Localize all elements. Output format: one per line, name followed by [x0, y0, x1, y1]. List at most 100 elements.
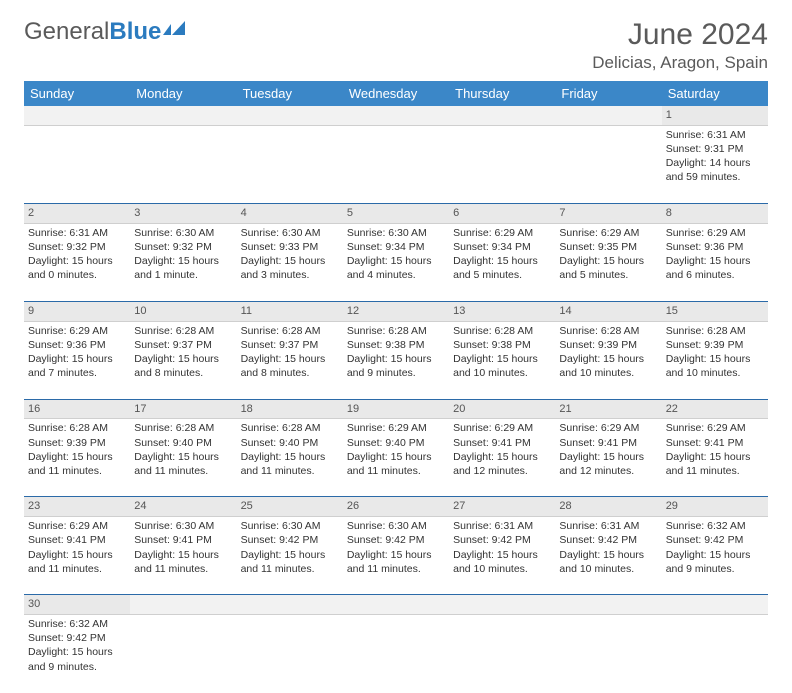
calendar-cell: Sunrise: 6:32 AMSunset: 9:42 PMDaylight:… [662, 517, 768, 595]
sunrise-text: Sunrise: 6:30 AM [134, 519, 232, 533]
calendar-cell: Sunrise: 6:28 AMSunset: 9:37 PMDaylight:… [130, 321, 236, 399]
daylight-text: and 9 minutes. [666, 562, 764, 576]
daylight-text: Daylight: 15 hours [28, 254, 126, 268]
sunrise-text: Sunrise: 6:28 AM [241, 421, 339, 435]
day-number: 27 [449, 497, 555, 517]
flag-icon [163, 18, 187, 46]
sunset-text: Sunset: 9:39 PM [666, 338, 764, 352]
calendar-cell [24, 125, 130, 203]
day-number: 16 [24, 399, 130, 419]
daylight-text: Daylight: 15 hours [241, 352, 339, 366]
day-number-row: 23242526272829 [24, 497, 768, 517]
sunset-text: Sunset: 9:42 PM [666, 533, 764, 547]
sunset-text: Sunset: 9:39 PM [559, 338, 657, 352]
day-number: 14 [555, 301, 661, 321]
sunrise-text: Sunrise: 6:30 AM [241, 226, 339, 240]
sunset-text: Sunset: 9:41 PM [559, 436, 657, 450]
day-number: 26 [343, 497, 449, 517]
daylight-text: and 10 minutes. [453, 366, 551, 380]
sunrise-text: Sunrise: 6:29 AM [453, 421, 551, 435]
daylight-text: Daylight: 15 hours [559, 450, 657, 464]
sunset-text: Sunset: 9:42 PM [241, 533, 339, 547]
day-number: 10 [130, 301, 236, 321]
day-number: 11 [237, 301, 343, 321]
daylight-text: Daylight: 15 hours [134, 254, 232, 268]
daylight-text: Daylight: 15 hours [453, 450, 551, 464]
day-number: 6 [449, 203, 555, 223]
day-number-row: 2345678 [24, 203, 768, 223]
sunrise-text: Sunrise: 6:31 AM [559, 519, 657, 533]
calendar-cell: Sunrise: 6:28 AMSunset: 9:39 PMDaylight:… [24, 419, 130, 497]
day-number: 29 [662, 497, 768, 517]
day-number: 15 [662, 301, 768, 321]
calendar-cell: Sunrise: 6:28 AMSunset: 9:38 PMDaylight:… [449, 321, 555, 399]
calendar-cell: Sunrise: 6:31 AMSunset: 9:42 PMDaylight:… [449, 517, 555, 595]
calendar-cell: Sunrise: 6:30 AMSunset: 9:42 PMDaylight:… [237, 517, 343, 595]
weekday-header: Wednesday [343, 81, 449, 106]
daylight-text: and 1 minute. [134, 268, 232, 282]
sunset-text: Sunset: 9:41 PM [28, 533, 126, 547]
daylight-text: and 9 minutes. [347, 366, 445, 380]
daylight-text: Daylight: 15 hours [347, 254, 445, 268]
daylight-text: and 11 minutes. [134, 464, 232, 478]
daylight-text: and 11 minutes. [666, 464, 764, 478]
weekday-header-row: SundayMondayTuesdayWednesdayThursdayFrid… [24, 81, 768, 106]
calendar-cell: Sunrise: 6:29 AMSunset: 9:34 PMDaylight:… [449, 223, 555, 301]
daylight-text: and 11 minutes. [241, 562, 339, 576]
calendar-cell: Sunrise: 6:29 AMSunset: 9:41 PMDaylight:… [24, 517, 130, 595]
daylight-text: and 9 minutes. [28, 660, 126, 674]
sunset-text: Sunset: 9:36 PM [28, 338, 126, 352]
month-title: June 2024 [592, 18, 768, 52]
sunset-text: Sunset: 9:41 PM [453, 436, 551, 450]
daylight-text: Daylight: 15 hours [666, 352, 764, 366]
calendar-cell [449, 125, 555, 203]
logo-text-general: General [24, 18, 109, 46]
calendar-cell [237, 125, 343, 203]
day-number [343, 106, 449, 125]
sunset-text: Sunset: 9:42 PM [559, 533, 657, 547]
sunrise-text: Sunrise: 6:30 AM [347, 226, 445, 240]
calendar-cell: Sunrise: 6:31 AMSunset: 9:31 PMDaylight:… [662, 125, 768, 203]
daylight-text: Daylight: 15 hours [134, 352, 232, 366]
sunset-text: Sunset: 9:33 PM [241, 240, 339, 254]
sunset-text: Sunset: 9:37 PM [241, 338, 339, 352]
day-number: 20 [449, 399, 555, 419]
calendar-cell: Sunrise: 6:28 AMSunset: 9:39 PMDaylight:… [662, 321, 768, 399]
day-number [24, 106, 130, 125]
daylight-text: and 12 minutes. [559, 464, 657, 478]
calendar-week-row: Sunrise: 6:31 AMSunset: 9:32 PMDaylight:… [24, 223, 768, 301]
day-number: 22 [662, 399, 768, 419]
calendar-cell [130, 615, 236, 693]
sunset-text: Sunset: 9:39 PM [28, 436, 126, 450]
weekday-header: Sunday [24, 81, 130, 106]
sunrise-text: Sunrise: 6:29 AM [559, 226, 657, 240]
sunset-text: Sunset: 9:40 PM [347, 436, 445, 450]
daylight-text: Daylight: 15 hours [347, 450, 445, 464]
sunset-text: Sunset: 9:38 PM [453, 338, 551, 352]
day-number [130, 106, 236, 125]
daylight-text: Daylight: 15 hours [241, 254, 339, 268]
daylight-text: and 5 minutes. [559, 268, 657, 282]
calendar-cell: Sunrise: 6:30 AMSunset: 9:42 PMDaylight:… [343, 517, 449, 595]
day-number: 28 [555, 497, 661, 517]
daylight-text: and 10 minutes. [559, 366, 657, 380]
weekday-header: Thursday [449, 81, 555, 106]
day-number-row: 16171819202122 [24, 399, 768, 419]
daylight-text: and 0 minutes. [28, 268, 126, 282]
daylight-text: and 11 minutes. [28, 562, 126, 576]
page-header: GeneralBlue June 2024 Delicias, Aragon, … [24, 18, 768, 73]
daylight-text: Daylight: 15 hours [559, 254, 657, 268]
day-number: 13 [449, 301, 555, 321]
calendar-cell: Sunrise: 6:28 AMSunset: 9:39 PMDaylight:… [555, 321, 661, 399]
daylight-text: and 59 minutes. [666, 170, 764, 184]
day-number: 3 [130, 203, 236, 223]
day-number: 21 [555, 399, 661, 419]
sunset-text: Sunset: 9:37 PM [134, 338, 232, 352]
sunset-text: Sunset: 9:41 PM [134, 533, 232, 547]
sunset-text: Sunset: 9:40 PM [134, 436, 232, 450]
daylight-text: and 4 minutes. [347, 268, 445, 282]
calendar-table: SundayMondayTuesdayWednesdayThursdayFrid… [24, 81, 768, 693]
calendar-cell [555, 615, 661, 693]
sunrise-text: Sunrise: 6:28 AM [134, 324, 232, 338]
calendar-cell: Sunrise: 6:29 AMSunset: 9:41 PMDaylight:… [449, 419, 555, 497]
